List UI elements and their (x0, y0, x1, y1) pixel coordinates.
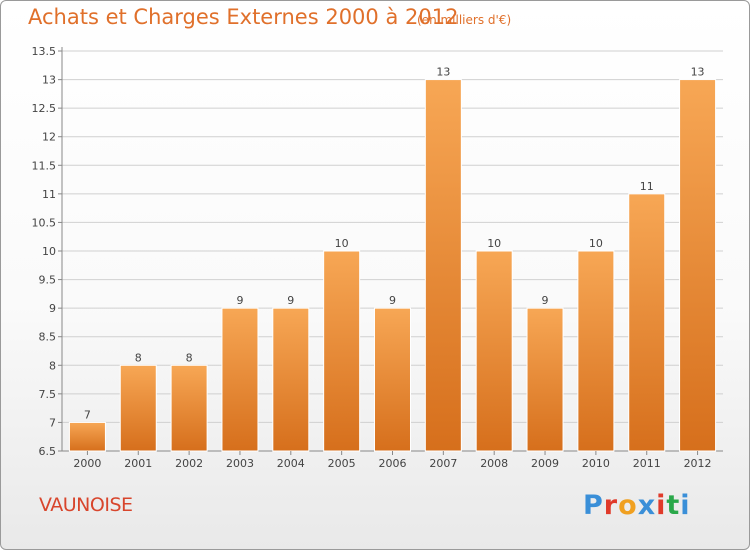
x-tick-label: 2000 (73, 457, 101, 470)
y-tick-label: 12.5 (32, 102, 57, 115)
x-tick-label: 2003 (226, 457, 254, 470)
commune-name: VAUNOISE (39, 494, 133, 516)
y-tick-label: 12 (42, 131, 56, 144)
bar-2003 (221, 307, 259, 452)
y-tick-label: 7.5 (39, 388, 57, 401)
y-tick-label: 9.5 (39, 274, 57, 287)
bar-2001 (119, 364, 157, 452)
bar-value-label: 9 (542, 294, 549, 307)
logo-letter: x (637, 490, 657, 521)
proxiti-logo: Proxiti (583, 490, 691, 521)
bar-value-label: 8 (186, 351, 193, 364)
x-tick-label: 2008 (480, 457, 508, 470)
y-tick-label: 11 (42, 188, 56, 201)
x-tick-label: 2002 (175, 457, 203, 470)
bar-value-label: 10 (335, 237, 349, 250)
x-tick-label: 2005 (328, 457, 356, 470)
bar-2008 (475, 250, 513, 452)
bar-2000 (68, 421, 106, 452)
logo-letter: r (603, 490, 619, 521)
bar-2012 (679, 79, 717, 452)
bar-2010 (577, 250, 615, 452)
y-tick-label: 8.5 (39, 331, 57, 344)
y-tick-label: 11.5 (32, 159, 57, 172)
logo-letter: o (618, 490, 638, 521)
chart-title: Achats et Charges Externes 2000 à 2012 (28, 5, 459, 29)
bar-2004 (272, 307, 310, 452)
x-tick-label: 2012 (684, 457, 712, 470)
bar-value-label: 7 (84, 408, 91, 421)
bar-2007 (424, 79, 462, 452)
y-tick-label: 8 (49, 359, 56, 372)
x-tick-label: 2006 (379, 457, 407, 470)
y-tick-label: 10 (42, 245, 56, 258)
x-tick-label: 2011 (633, 457, 661, 470)
y-tick-label: 9 (49, 302, 56, 315)
bar-value-label: 13 (436, 66, 450, 79)
y-tick-label: 10.5 (32, 216, 57, 229)
bar-2005 (323, 250, 361, 452)
logo-letter: t (666, 490, 681, 521)
logo-letter: i (680, 490, 691, 521)
x-tick-label: 2004 (277, 457, 305, 470)
bar-value-label: 9 (236, 294, 243, 307)
bar-2009 (526, 307, 564, 452)
x-tick-label: 2007 (429, 457, 457, 470)
logo-letter: P (583, 490, 604, 521)
y-tick-label: 13.5 (32, 45, 57, 58)
x-tick-label: 2009 (531, 457, 559, 470)
bar-value-label: 9 (389, 294, 396, 307)
bar-value-label: 11 (640, 180, 654, 193)
bar-2002 (170, 364, 208, 452)
bar-value-label: 13 (691, 66, 705, 79)
y-tick-label: 7 (49, 416, 56, 429)
bar-value-label: 9 (287, 294, 294, 307)
bar-2011 (628, 193, 666, 452)
chart-subtitle: (en milliers d'€) (417, 13, 512, 27)
logo-letter: i (656, 490, 667, 521)
bar-2006 (374, 307, 411, 452)
y-tick-label: 13 (42, 74, 56, 87)
y-tick-label: 6.5 (39, 445, 57, 458)
bar-value-label: 10 (589, 237, 603, 250)
x-tick-label: 2001 (124, 457, 152, 470)
bar-value-label: 8 (135, 351, 142, 364)
bar-value-label: 10 (487, 237, 501, 250)
x-tick-label: 2010 (582, 457, 610, 470)
